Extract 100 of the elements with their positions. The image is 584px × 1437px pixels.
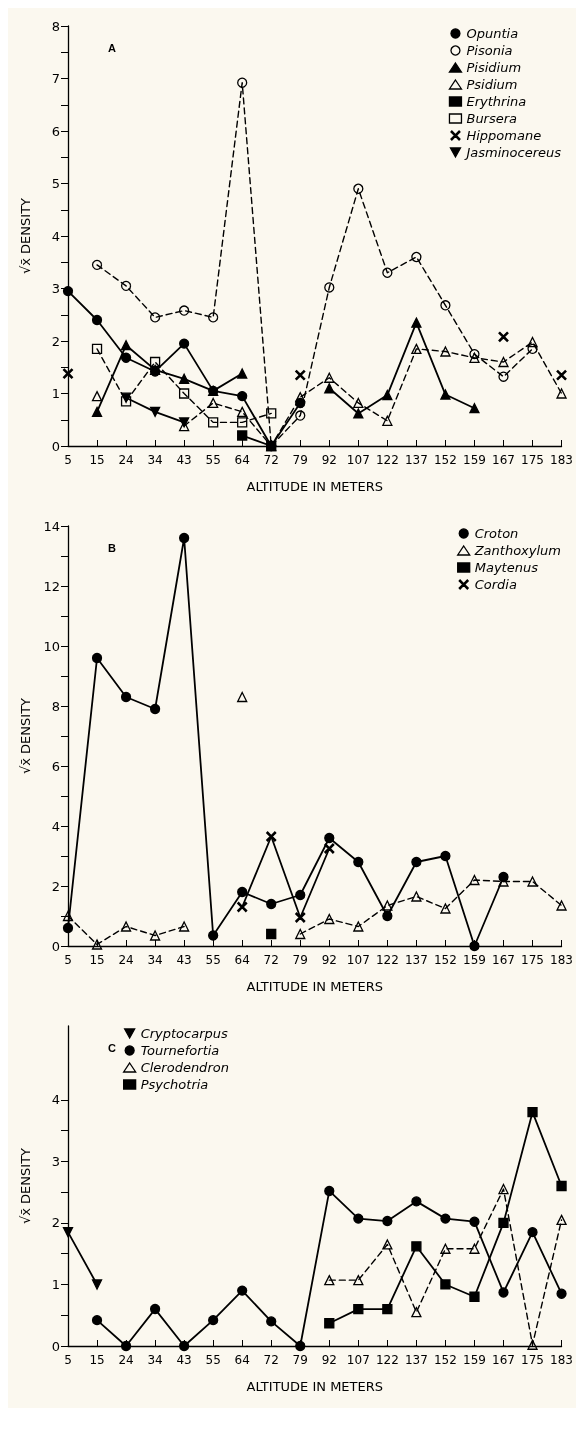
- x-tick-label: 72: [263, 453, 279, 467]
- y-tick-label: 6: [51, 758, 60, 774]
- legend-label: Jasminocereus: [463, 145, 562, 160]
- y-tick-label: 3: [51, 281, 60, 296]
- x-tick-label: 159: [463, 953, 486, 967]
- x-tick-label: 92: [321, 453, 337, 467]
- x-tick-label: 79: [292, 453, 308, 467]
- x-tick-label: 34: [147, 1353, 163, 1367]
- x-tick-label: 55: [205, 453, 221, 467]
- x-tick-label: 152: [433, 1353, 457, 1367]
- y-tick-label: 4: [51, 1092, 60, 1108]
- legend-label: Erythrina: [466, 94, 527, 109]
- y-tick-label: 10: [43, 638, 60, 654]
- y-tick-label: 0: [51, 438, 60, 454]
- x-tick-label: 72: [263, 1353, 279, 1367]
- y-tick-label: 12: [43, 578, 60, 594]
- x-axis-title: ALTITUDE IN METERS: [246, 479, 384, 494]
- legend-label: Tournefortia: [140, 1043, 220, 1058]
- x-tick-label: 64: [234, 953, 250, 967]
- x-tick-label: 183: [550, 953, 573, 967]
- y-tick-label: 2: [51, 878, 60, 894]
- x-tick-label: 5: [64, 453, 72, 467]
- y-tick-label: 7: [51, 71, 60, 86]
- y-tick-label: 8: [51, 698, 60, 714]
- x-tick-label: 167: [492, 953, 515, 967]
- x-tick-label: 175: [521, 453, 544, 467]
- x-tick-label: 34: [147, 953, 163, 967]
- y-tick-label: 5: [51, 176, 60, 191]
- y-tick-label: 1: [51, 386, 60, 401]
- x-tick-label: 24: [118, 453, 134, 467]
- x-tick-label: 122: [375, 953, 399, 967]
- x-tick-label: 15: [89, 1353, 105, 1367]
- legend-label: Cordia: [474, 577, 517, 592]
- y-tick-label: 2: [51, 1215, 60, 1231]
- y-tick-label: 0: [51, 1338, 60, 1354]
- legend-label: Croton: [474, 526, 519, 541]
- x-axis-title: ALTITUDE IN METERS: [246, 979, 384, 994]
- x-tick-label: 175: [521, 1353, 544, 1367]
- y-tick-label: 4: [51, 228, 60, 244]
- x-tick-label: 137: [404, 1353, 428, 1367]
- x-tick-label: 159: [463, 1353, 486, 1367]
- y-tick-label: 8: [51, 18, 60, 34]
- x-tick-label: 15: [89, 953, 105, 967]
- x-tick-label: 15: [89, 453, 105, 467]
- x-tick-label: 24: [118, 953, 134, 967]
- x-tick-label: 183: [550, 453, 573, 467]
- y-tick-label: 0: [51, 938, 60, 954]
- legend-label: Clerodendron: [140, 1060, 229, 1075]
- legend-label: Bursera: [466, 111, 518, 126]
- x-tick-label: 122: [375, 453, 399, 467]
- x-tick-label: 24: [118, 1353, 134, 1367]
- legend-label: Hippomane: [466, 128, 542, 143]
- legend-label: Pisonia: [466, 43, 513, 58]
- y-axis-title: √x̄ DENSITY: [18, 197, 33, 275]
- x-tick-label: 152: [433, 953, 457, 967]
- y-axis-title: √x̄ DENSITY: [18, 1147, 33, 1225]
- x-tick-label: 137: [404, 453, 428, 467]
- x-tick-label: 55: [205, 1353, 221, 1367]
- x-tick-label: 167: [492, 1353, 515, 1367]
- y-tick-label: 4: [51, 818, 60, 834]
- x-tick-label: 167: [492, 453, 515, 467]
- x-tick-label: 55: [205, 953, 221, 967]
- x-tick-label: 5: [64, 953, 72, 967]
- legend-label: Pisidium: [466, 60, 522, 75]
- x-tick-label: 175: [521, 953, 544, 967]
- x-tick-label: 107: [346, 453, 370, 467]
- x-tick-label: 92: [321, 1353, 337, 1367]
- x-tick-label: 107: [346, 1353, 370, 1367]
- x-tick-label: 137: [404, 953, 428, 967]
- legend-label: Zanthoxylum: [473, 543, 562, 558]
- x-tick-label: 43: [176, 1353, 192, 1367]
- y-tick-label: 3: [51, 1153, 60, 1169]
- legend-label: Psidium: [466, 77, 518, 92]
- x-tick-label: 92: [321, 953, 337, 967]
- legend-label: Opuntia: [466, 26, 519, 41]
- x-tick-label: 5: [64, 1353, 72, 1367]
- x-tick-label: 34: [147, 453, 163, 467]
- x-tick-label: 79: [292, 953, 308, 967]
- annotation: B: [108, 541, 116, 554]
- annotation: A: [108, 41, 116, 54]
- x-tick-label: 122: [375, 1353, 399, 1367]
- y-tick-label: 1: [51, 1276, 60, 1292]
- legend-label: Maytenus: [474, 560, 539, 575]
- y-tick-label: 14: [43, 518, 60, 534]
- x-tick-label: 183: [550, 1353, 573, 1367]
- legend-label: Psychotria: [140, 1077, 209, 1092]
- x-tick-label: 43: [176, 453, 192, 467]
- x-tick-label: 43: [176, 953, 192, 967]
- legend-label: Cryptocarpus: [140, 1026, 229, 1041]
- y-tick-label: 6: [51, 123, 60, 139]
- x-axis-title: ALTITUDE IN METERS: [246, 1379, 384, 1394]
- x-tick-label: 79: [292, 1353, 308, 1367]
- y-tick-label: 2: [51, 333, 60, 349]
- x-tick-label: 64: [234, 453, 250, 467]
- y-axis-title: √x̄ DENSITY: [18, 697, 33, 775]
- x-tick-label: 72: [263, 953, 279, 967]
- x-tick-label: 159: [463, 453, 486, 467]
- x-tick-label: 152: [433, 453, 457, 467]
- x-tick-label: 107: [346, 953, 370, 967]
- x-tick-label: 64: [234, 1353, 250, 1367]
